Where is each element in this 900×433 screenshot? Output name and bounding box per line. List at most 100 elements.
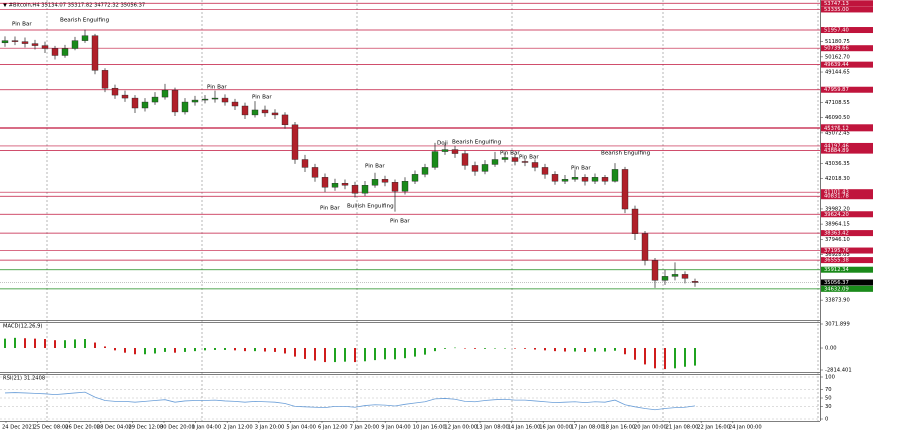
macd-bar [134, 348, 136, 355]
candle-body [381, 179, 389, 183]
x-tick-label: 6 Jan 12:00 [318, 425, 348, 431]
candle-body [211, 97, 219, 100]
x-tick-label: 3 Jan 20:00 [255, 425, 285, 431]
pattern-annotation: Doji [437, 141, 448, 147]
candle-body [11, 40, 19, 42]
x-tick-label: 28 Dec 04:00 [97, 425, 132, 431]
candle-body [201, 98, 209, 101]
candle-body [681, 274, 689, 279]
pattern-annotation: Bearish Engulfing [452, 140, 502, 146]
x-tick-label: 24 Dec 2021 [2, 425, 35, 431]
y-tick-label: 49144.65 [825, 70, 850, 76]
candle-body [261, 109, 269, 114]
candle-body [351, 185, 359, 194]
candle-body [601, 177, 609, 182]
x-tick-label: 2 Jan 12:00 [223, 425, 253, 431]
level-label-box [821, 257, 873, 264]
x-tick-label: 14 Jan 16:00 [508, 425, 541, 431]
candle-body [61, 48, 69, 56]
y-tick-label: 46090.50 [825, 115, 850, 121]
macd-bar [204, 348, 206, 351]
macd-bar [314, 348, 316, 361]
candle-body [361, 185, 369, 194]
level-label-box [821, 142, 873, 149]
candle-body [301, 159, 309, 168]
macd-bar [594, 348, 596, 352]
pattern-annotation: Bullish Engulfing [347, 204, 394, 210]
macd-bar [344, 348, 346, 362]
macd-bar [484, 348, 486, 349]
level-label-box [821, 0, 873, 7]
macd-bar [624, 348, 626, 355]
pattern-annotation: Pin Bar [207, 85, 227, 91]
y-tick-label: 100 [825, 375, 835, 381]
candle-body [171, 89, 179, 113]
candle-body [611, 169, 619, 182]
macd-bar [64, 340, 66, 349]
candle-body [181, 101, 189, 113]
macd-bar [144, 348, 146, 355]
candle-body [81, 35, 89, 41]
level-label: 43884.89 [824, 148, 849, 154]
macd-bar [214, 348, 216, 350]
macd-bar [74, 339, 76, 349]
pattern-annotation: Pin Bar [571, 166, 591, 172]
macd-bar [674, 348, 676, 369]
macd-bar [384, 348, 386, 360]
y-tick-label: 30 [825, 404, 832, 410]
macd-bar [114, 348, 116, 351]
x-tick-label: 29 Dec 12:00 [128, 425, 163, 431]
candle-body [571, 177, 579, 180]
level-label: 44197.46 [824, 143, 849, 149]
x-tick-label: 18 Jan 16:00 [602, 425, 635, 431]
y-tick-label: 50 [825, 396, 832, 402]
level-label: 38363.42 [824, 231, 849, 237]
y-tick-label: 38964.15 [825, 222, 850, 228]
macd-bar [324, 348, 326, 363]
candle-body [121, 94, 129, 99]
candle-body [21, 41, 29, 44]
macd-bar [284, 348, 286, 354]
y-tick-label: 36928.05 [825, 252, 850, 258]
x-tick-label: 25 Dec 08:00 [34, 425, 69, 431]
x-tick-label: 17 Jan 08:00 [571, 425, 604, 431]
candle-body [631, 208, 639, 234]
y-tick-label: 39982.20 [825, 206, 850, 212]
candle-body [241, 105, 249, 116]
candle-body [661, 276, 669, 281]
candle-body [501, 157, 509, 160]
macd-bar [464, 348, 466, 349]
candle-body [511, 157, 519, 162]
macd-bar [544, 348, 546, 351]
x-tick-label: 22 Jan 16:00 [697, 425, 730, 431]
candle-body [231, 101, 239, 107]
y-tick-label: 37946.10 [825, 237, 850, 243]
level-label: 51957.40 [824, 28, 849, 34]
macd-bar [654, 348, 656, 369]
candle-body [531, 162, 539, 168]
macd-bar [634, 348, 636, 360]
macd-bar [474, 348, 476, 349]
pattern-annotation: Pin Bar [500, 151, 520, 157]
candle-body [421, 167, 429, 175]
level-label-box [821, 125, 873, 132]
candle-body [221, 97, 229, 103]
candle-body [251, 109, 259, 116]
candle-body [151, 96, 159, 103]
level-label: 50739.66 [824, 46, 849, 52]
level-label: 49639.44 [824, 62, 849, 68]
macd-bar [554, 348, 556, 352]
x-tick-label: 16 Jan 00:00 [539, 425, 572, 431]
macd-bar [294, 348, 296, 357]
candle-body [481, 164, 489, 172]
last-price-label: 35056.37 [824, 280, 849, 286]
macd-bar [444, 348, 446, 349]
candle-body [561, 179, 569, 182]
level-label: 34632.09 [824, 286, 849, 292]
y-tick-label: 43036.35 [825, 161, 850, 167]
macd-bar [684, 348, 686, 367]
candle-body [411, 174, 419, 182]
candle-body [671, 274, 679, 277]
pattern-annotation: Pin Bar [390, 219, 410, 225]
